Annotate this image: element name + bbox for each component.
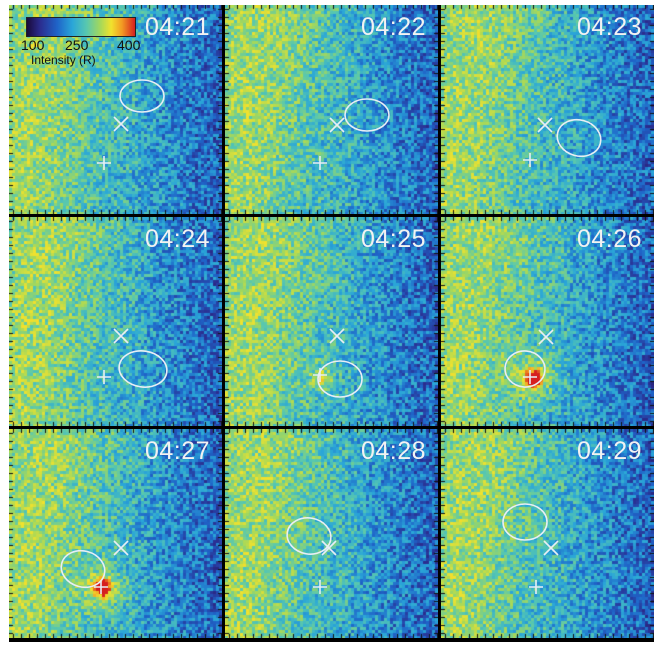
- plus-marker: [523, 370, 537, 384]
- plus-marker: [97, 370, 111, 384]
- panel-time: 04:22: [361, 15, 426, 40]
- panel-0428: 04:28: [225, 429, 438, 638]
- panel-time: 04:27: [145, 439, 210, 464]
- plus-marker: [313, 580, 327, 594]
- plus-marker: [97, 156, 111, 170]
- panel-0424: 04:24: [9, 217, 222, 426]
- plus-marker: [529, 580, 543, 594]
- ellipse-marker: [553, 115, 605, 161]
- ellipse-marker: [503, 504, 547, 540]
- panel-0422: 04:22: [225, 5, 438, 214]
- colorbar-tick-100: 100: [21, 37, 44, 53]
- panel-0421: 04:21 100 250 400 Intensity (R): [9, 5, 222, 214]
- colorbar-tick-250: 250: [65, 37, 88, 53]
- panel-time: 04:28: [361, 439, 426, 464]
- panel-time: 04:23: [577, 15, 642, 40]
- panel-0425: 04:25: [225, 217, 438, 426]
- x-marker: [114, 541, 128, 555]
- ellipse-marker: [117, 348, 170, 390]
- panel-time: 04:25: [361, 227, 426, 252]
- panel-grid: 04:21 100 250 400 Intensity (R) 04:22 04…: [9, 5, 654, 642]
- colorbar-label: Intensity (R): [31, 53, 96, 67]
- plus-marker: [94, 580, 108, 594]
- plus-marker: [523, 153, 537, 167]
- x-marker: [539, 330, 553, 344]
- x-marker: [114, 329, 128, 343]
- x-marker: [544, 541, 558, 555]
- panel-0427: 04:27: [9, 429, 222, 638]
- ellipse-marker: [120, 80, 164, 112]
- x-marker: [114, 117, 128, 131]
- plus-marker: [313, 368, 327, 382]
- panel-time: 04:29: [577, 439, 642, 464]
- panel-time: 04:24: [145, 227, 210, 252]
- panel-0426: 04:26: [441, 217, 654, 426]
- x-marker: [538, 118, 552, 132]
- ellipse-marker: [345, 99, 389, 131]
- plus-marker: [313, 156, 327, 170]
- ellipse-marker: [318, 361, 362, 397]
- panel-0423: 04:23: [441, 5, 654, 214]
- ellipse-marker: [504, 349, 547, 388]
- panel-time: 04:21: [145, 15, 210, 40]
- colorbar: [26, 17, 136, 37]
- x-marker: [330, 329, 344, 343]
- panel-time: 04:26: [577, 227, 642, 252]
- panel-0429: 04:29: [441, 429, 654, 638]
- x-marker: [330, 118, 344, 132]
- colorbar-tick-400: 400: [117, 37, 140, 53]
